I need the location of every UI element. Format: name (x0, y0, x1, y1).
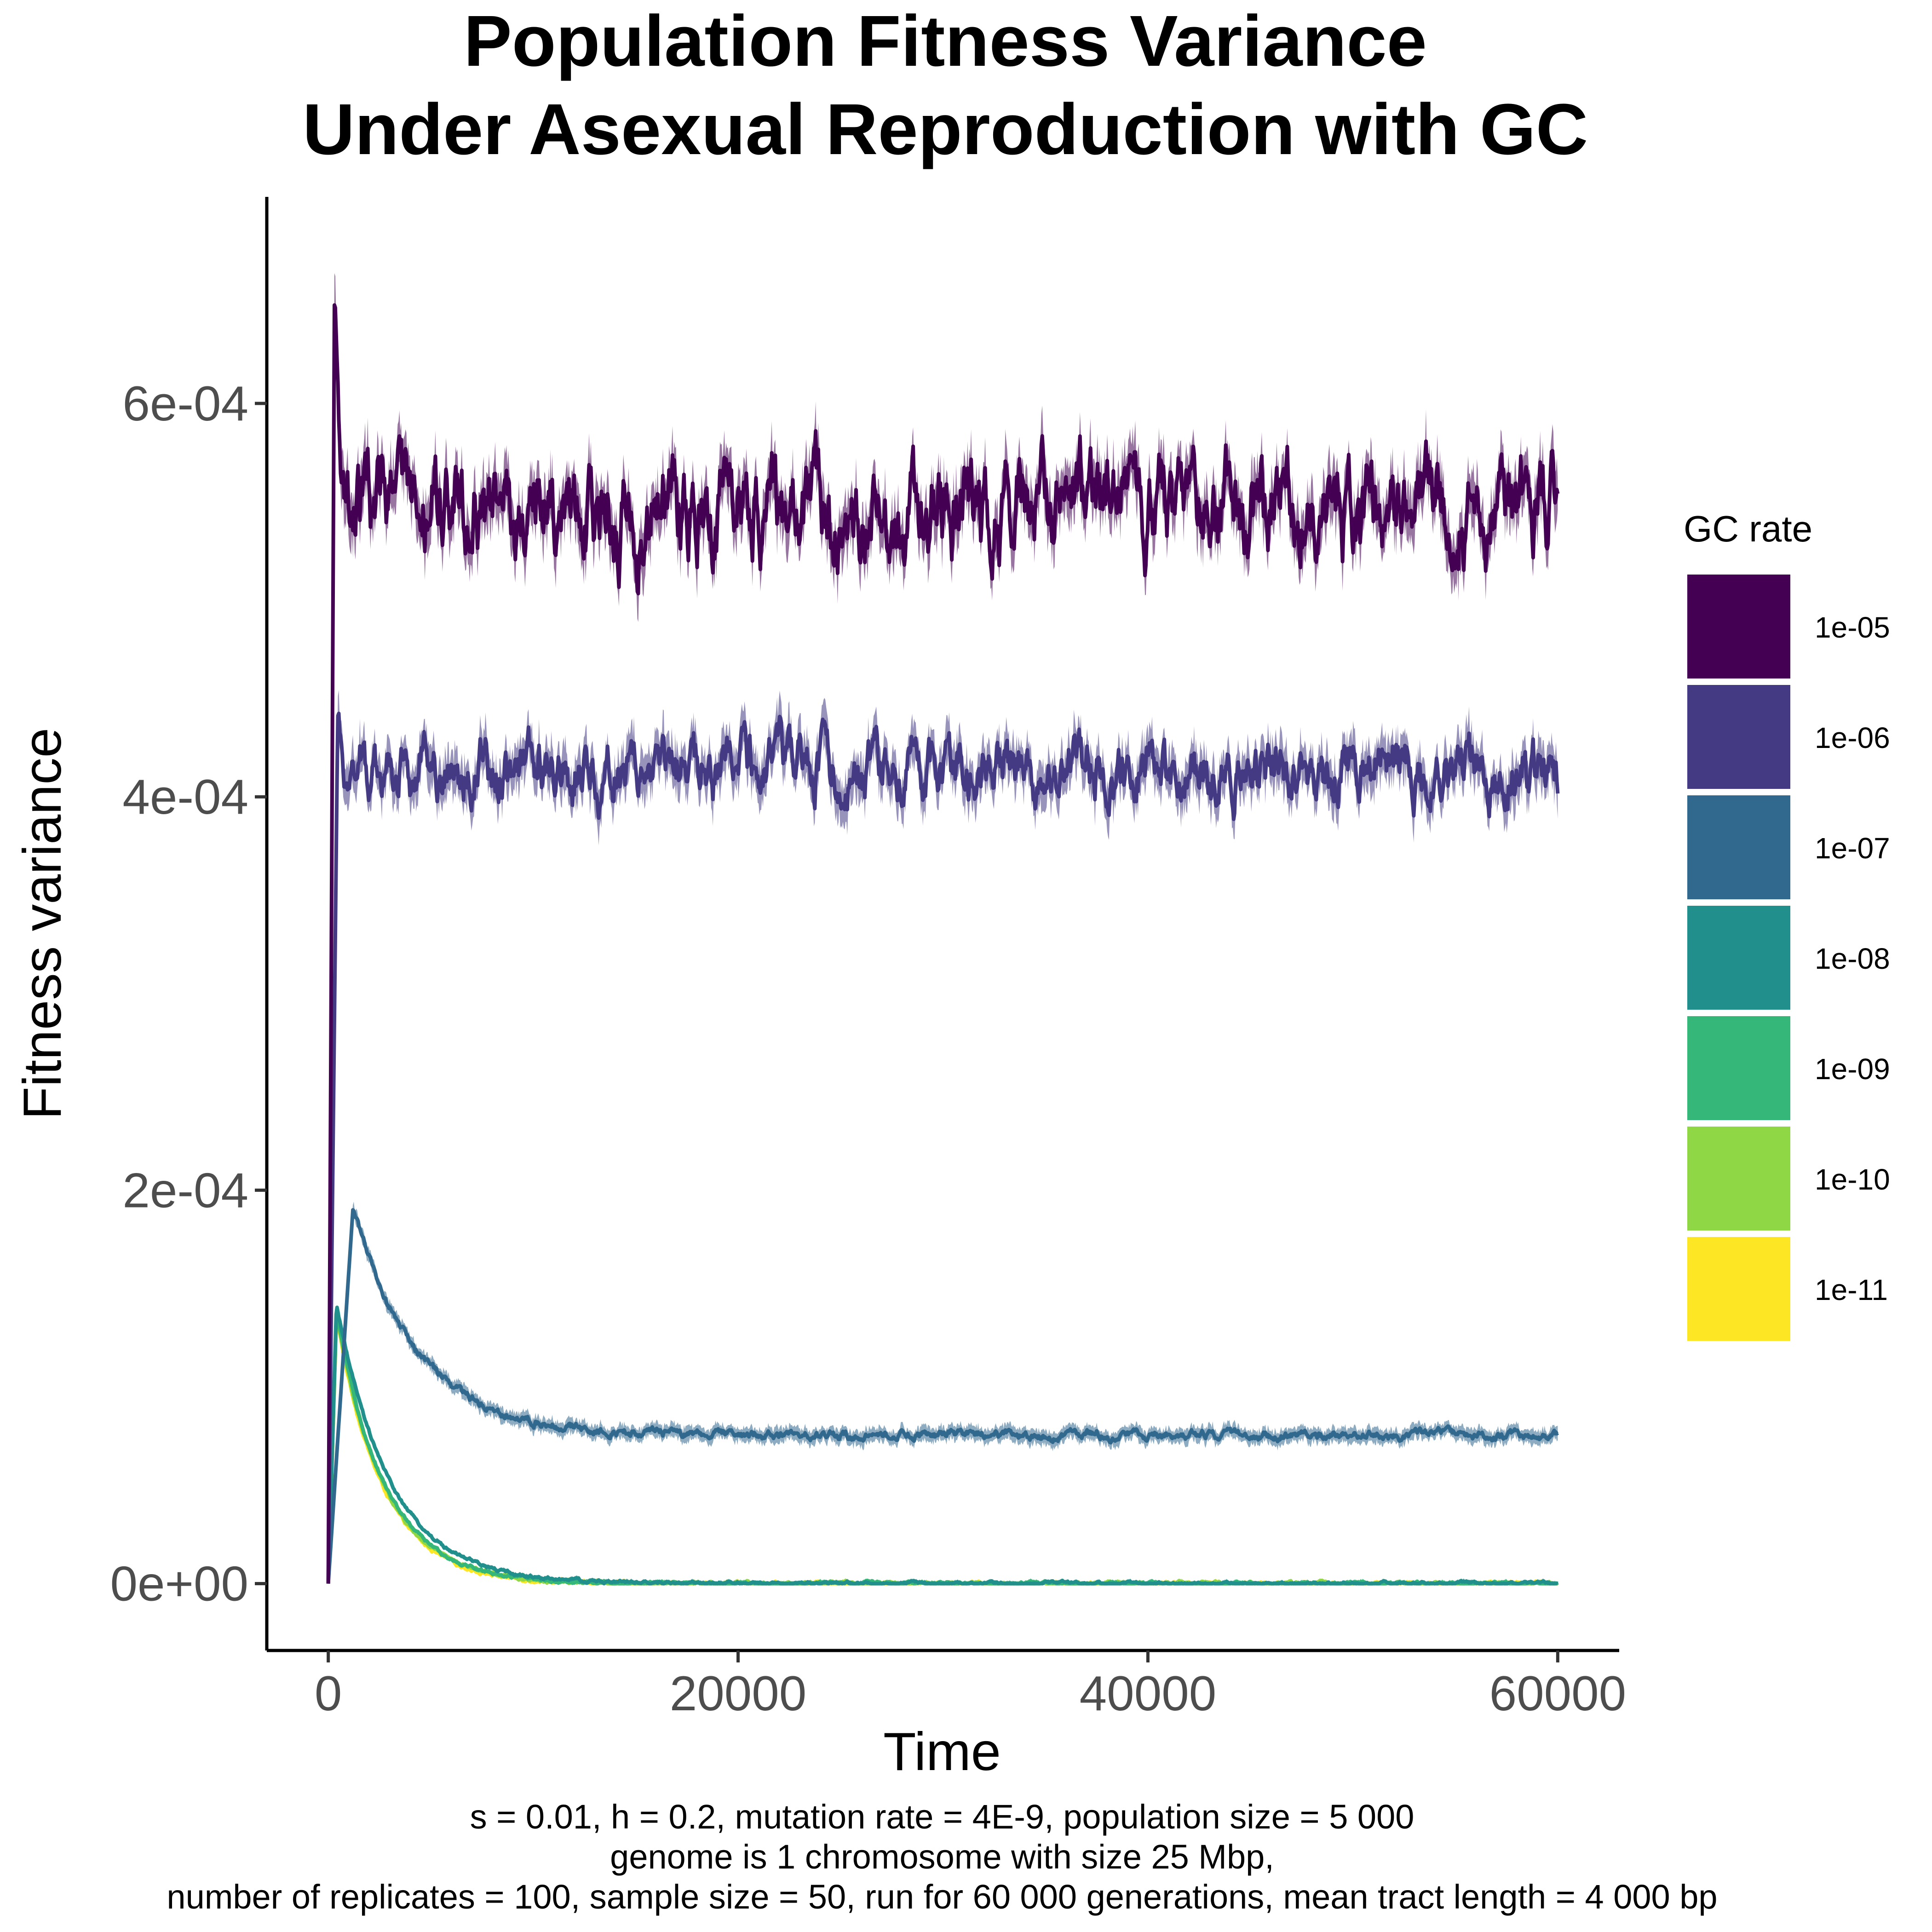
x-tick-label: 0 (315, 1666, 342, 1721)
caption-line-3: number of replicates = 100, sample size … (167, 1878, 1717, 1916)
series-1e-10 (326, 1314, 1559, 1586)
x-tick-label: 20000 (670, 1666, 807, 1721)
legend-key (1685, 793, 1793, 902)
series-1e-08 (326, 1305, 1559, 1586)
y-tick-label: 4e-04 (122, 769, 248, 824)
series-ribbon (328, 1202, 1558, 1584)
legend-label: 1e-11 (1815, 1273, 1888, 1306)
series-line (326, 1305, 1559, 1586)
legend: GC rate 1e-05 1e-06 1e-07 1e-08 1e-09 1e-10 1e… (1684, 508, 1890, 1344)
series-ribbon (328, 1314, 1558, 1584)
x-tick-label: 60000 (1489, 1666, 1627, 1721)
legend-key (1685, 1013, 1793, 1123)
series-ribbon (328, 690, 1558, 1584)
series-line (326, 1208, 1559, 1584)
y-axis-title: Fitness variance (12, 728, 72, 1120)
y-tick-label: 2e-04 (122, 1162, 248, 1218)
legend-label: 1e-08 (1815, 942, 1890, 975)
series-1e-06 (326, 690, 1560, 1584)
legend-key (1685, 903, 1793, 1012)
y-tick-label: 0e+00 (110, 1556, 248, 1611)
x-axis-title: Time (883, 1721, 1001, 1782)
legend-label: 1e-09 (1815, 1052, 1890, 1086)
legend-label: 1e-07 (1815, 832, 1890, 865)
chart-title-line-1: Population Fitness Variance (464, 1, 1427, 81)
caption-line-2: genome is 1 chromosome with size 25 Mbp, (610, 1838, 1274, 1876)
series-line (326, 1317, 1559, 1586)
x-axis-ticks: 0 20000 40000 60000 (315, 1650, 1626, 1721)
series-ribbon (328, 1313, 1558, 1584)
legend-title: GC rate (1684, 508, 1812, 549)
caption-line-1: s = 0.01, h = 0.2, mutation rate = 4E-9,… (470, 1798, 1414, 1836)
series-line (326, 303, 1560, 1584)
legend-label: 1e-05 (1815, 611, 1890, 644)
series-line (326, 1313, 1559, 1586)
series-1e-11 (326, 1317, 1559, 1586)
legend-label: 1e-10 (1815, 1163, 1890, 1196)
y-axis-ticks: 0e+00 2e-04 4e-04 6e-04 (110, 376, 267, 1611)
series-1e-05 (326, 273, 1560, 1584)
y-tick-label: 6e-04 (122, 376, 248, 431)
series-1e-07 (326, 1202, 1559, 1584)
legend-key (1685, 572, 1793, 681)
series-ribbon (328, 1317, 1558, 1584)
chart-title-line-2: Under Asexual Reproduction with GC (303, 89, 1588, 170)
legend-key (1685, 1124, 1793, 1233)
legend-key (1685, 682, 1793, 792)
legend-key (1685, 1234, 1793, 1344)
x-tick-label: 40000 (1080, 1666, 1217, 1721)
series-line (326, 1314, 1559, 1586)
series-layer (326, 273, 1560, 1586)
series-1e-09 (326, 1313, 1559, 1586)
series-line (326, 712, 1560, 1584)
legend-label: 1e-06 (1815, 721, 1890, 754)
